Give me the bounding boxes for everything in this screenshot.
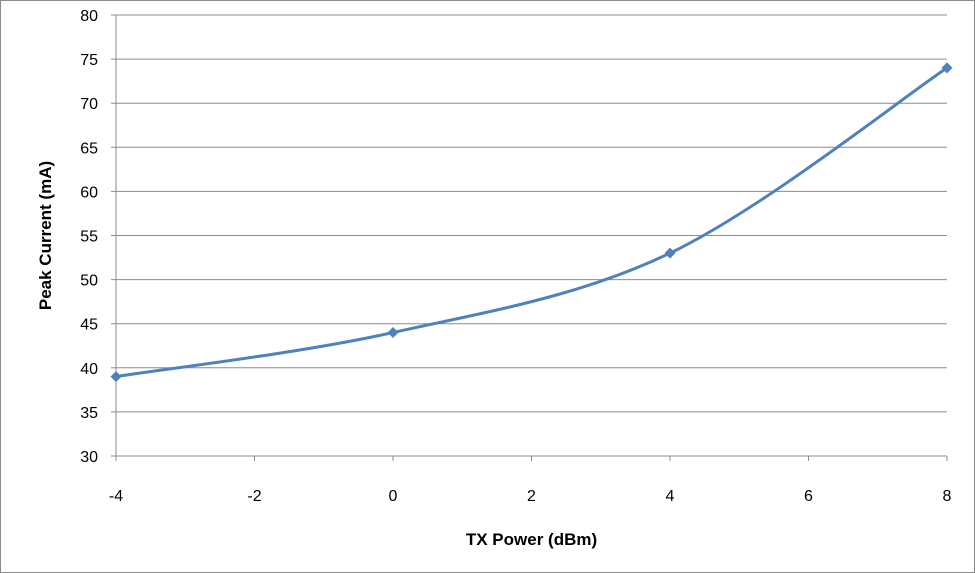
y-tick-label: 70 bbox=[80, 96, 98, 113]
y-tick-label: 55 bbox=[80, 229, 98, 246]
x-tick-label: 8 bbox=[943, 488, 952, 505]
y-tick-label: 65 bbox=[80, 140, 98, 157]
y-tick-labels: 30 35 40 45 50 55 60 65 70 75 80 bbox=[80, 8, 98, 466]
y-axis-title: Peak Current (mA) bbox=[36, 161, 55, 310]
y-tick-label: 40 bbox=[80, 361, 98, 378]
data-point-marker bbox=[110, 371, 122, 383]
gridlines bbox=[116, 14, 947, 413]
y-tick-label: 75 bbox=[80, 52, 98, 69]
x-tick-label: 0 bbox=[389, 488, 398, 505]
y-tick-label: 60 bbox=[80, 184, 98, 201]
x-tick-label: -2 bbox=[247, 488, 261, 505]
x-tick-labels: -4 -2 0 2 4 6 8 bbox=[109, 488, 952, 505]
y-tick-label: 50 bbox=[80, 273, 98, 290]
y-tick-label: 35 bbox=[80, 405, 98, 422]
y-tick-label: 80 bbox=[80, 8, 98, 25]
x-tick-label: 4 bbox=[666, 488, 675, 505]
x-axis-title: TX Power (dBm) bbox=[466, 530, 597, 549]
data-point-marker bbox=[941, 62, 953, 74]
x-tick-label: 2 bbox=[527, 488, 536, 505]
data-point-marker bbox=[387, 327, 399, 339]
series-line bbox=[115, 66, 948, 379]
data-point-marker bbox=[664, 247, 676, 259]
y-tick-label: 30 bbox=[80, 449, 98, 466]
x-tick-label: 6 bbox=[804, 488, 813, 505]
y-tick-label: 45 bbox=[80, 317, 98, 334]
series-layer bbox=[110, 62, 953, 383]
axes bbox=[111, 14, 948, 461]
x-tick-label: -4 bbox=[109, 488, 123, 505]
